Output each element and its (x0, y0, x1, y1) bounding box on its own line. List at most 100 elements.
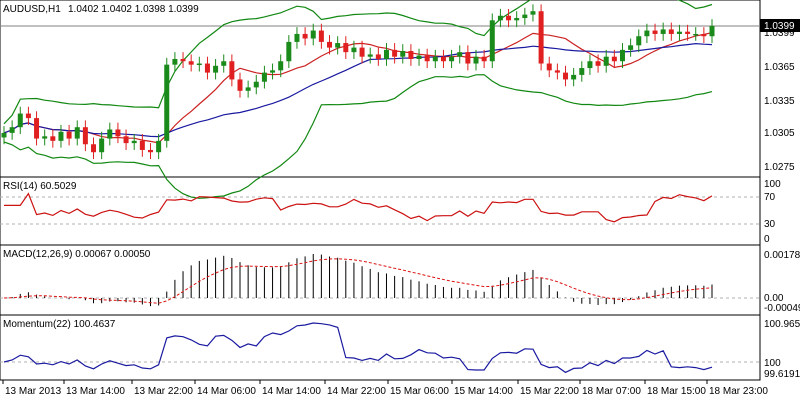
time-label: 18 Mar 07:00 (582, 386, 641, 397)
candle-body (693, 33, 699, 36)
price-tick-1: 1.0399 (764, 28, 795, 39)
candle-body (701, 33, 707, 37)
time-axis: 13 Mar 2013 13 Mar 14:00 13 Mar 22:00 14 Ma… (2, 380, 768, 397)
candle-body (107, 129, 113, 139)
candle-body (229, 61, 235, 80)
price-pane[interactable] (0, 0, 761, 178)
rsi-pane[interactable] (0, 176, 761, 246)
candle-body (82, 127, 88, 145)
candle-body (424, 55, 430, 62)
candle-body (709, 26, 715, 37)
macd-level-zero: 0.00 (764, 293, 784, 304)
candle-body (400, 51, 406, 57)
ma-fast-line (3, 32, 713, 144)
momentum-series (3, 322, 713, 374)
macd-histogram (3, 253, 713, 307)
candle-body (595, 61, 601, 66)
candle-body (619, 49, 625, 62)
current-price-box (760, 19, 800, 32)
candle-body (204, 63, 210, 73)
rsi-level-70: 70 (764, 192, 776, 203)
candle-body (489, 20, 495, 62)
current-price-value: 1.0399 (764, 21, 795, 32)
candle-body (42, 136, 48, 139)
candle-body (506, 15, 512, 21)
time-label: 18 Mar 15:00 (647, 386, 706, 397)
candle-body (351, 47, 357, 53)
candle-body (416, 55, 422, 59)
candle-body (375, 54, 381, 59)
candle-body (538, 11, 544, 64)
candle-body (530, 11, 536, 15)
rsi-level-30: 30 (764, 219, 776, 230)
macd-signal (3, 258, 713, 304)
candle-body (1, 132, 7, 138)
time-label: 13 Mar 14:00 (66, 386, 125, 397)
ohlc-label: 1.0402 1.0402 1.0398 1.0399 (68, 4, 199, 15)
candle-body (408, 51, 414, 59)
candle-body (58, 131, 64, 141)
macd-pane[interactable] (0, 244, 761, 316)
candlesticks[interactable] (1, 4, 715, 160)
candle-body (383, 49, 389, 59)
candle-body (432, 56, 438, 62)
candle-body (213, 65, 219, 73)
rsi-level-100: 100 (764, 179, 781, 190)
candle-body (123, 136, 129, 144)
candle-body (652, 30, 658, 34)
time-label: 15 Mar 22:00 (520, 386, 579, 397)
macd-title: MACD(12,26,9) 0.00067 0.00050 (3, 249, 151, 260)
candle-body (25, 113, 31, 119)
candle-body (115, 129, 121, 137)
time-label: 18 Mar 23:00 (709, 386, 768, 397)
candle-body (237, 79, 243, 91)
candle-body (327, 41, 333, 48)
candle-body (359, 47, 365, 57)
time-label: 14 Mar 22:00 (327, 386, 386, 397)
candle-body (440, 56, 446, 62)
candle-body (546, 63, 552, 71)
candle-body (66, 131, 72, 139)
candle-body (131, 140, 137, 144)
candle-body (188, 61, 194, 65)
candle-body (50, 136, 56, 141)
candle-body (563, 72, 569, 80)
candle-body (514, 18, 520, 21)
candle-body (17, 113, 23, 128)
candle-body (164, 64, 170, 141)
candle-body (302, 33, 308, 39)
candle-body (587, 61, 593, 69)
candle-body (457, 52, 463, 57)
candle-body (156, 140, 162, 153)
candle-body (497, 15, 503, 21)
candle-body (636, 36, 642, 46)
time-label: 13 Mar 22:00 (134, 386, 193, 397)
candle-body (34, 118, 40, 139)
candle-body (270, 70, 276, 73)
candle-body (343, 43, 349, 53)
price-tick-2: 1.0365 (764, 62, 795, 73)
candle-body (571, 74, 577, 80)
candle-body (473, 56, 479, 64)
candle-body (253, 81, 259, 88)
candle-body (139, 140, 145, 150)
rsi-level-0: 0 (764, 234, 770, 245)
candle-body (660, 29, 666, 34)
rsi-line (4, 192, 713, 223)
rsi-title: RSI(14) 60.5029 (3, 181, 77, 192)
candle-body (668, 29, 674, 34)
candle-body (286, 41, 292, 62)
candle-body (278, 61, 284, 71)
candle-body (180, 58, 186, 62)
candle-body (628, 45, 634, 50)
candle-body (261, 72, 267, 82)
momentum-level-min: 99.6191 (764, 369, 800, 380)
bollinger-upper (3, 0, 713, 125)
candle-body (367, 54, 373, 57)
momentum-line (3, 322, 713, 374)
momentum-pane[interactable] (0, 314, 761, 381)
bollinger-lower (3, 74, 713, 199)
candle-body (554, 70, 560, 73)
candle-body (294, 33, 300, 42)
